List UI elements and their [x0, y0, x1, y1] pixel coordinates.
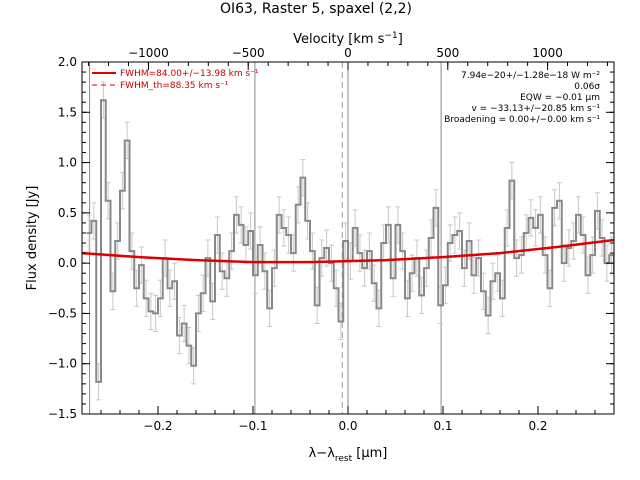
top-axis-label: Velocity [km s−1]: [293, 31, 403, 47]
plot-content: [82, 62, 614, 414]
plot-area: [81, 61, 615, 415]
top-tick-label: 500: [436, 46, 459, 60]
legend: FWHM=84.00+/−13.98 km s⁻¹ FWHM_th=88.35 k…: [92, 69, 259, 91]
y-tick-label: 1.5: [58, 105, 77, 119]
top-tick-label: 0: [344, 46, 352, 60]
x-tick-label: −0.2: [143, 419, 172, 433]
chart-title: OI63, Raster 5, spaxel (2,2): [220, 1, 412, 17]
y-tick-label: 0.0: [58, 256, 77, 270]
y-tick-label: 2.0: [58, 55, 77, 69]
y-tick-label: 0.5: [58, 206, 77, 220]
y-tick-label: −1.5: [48, 407, 77, 421]
fit-curve: [82, 238, 614, 264]
top-tick-label: 1000: [532, 46, 563, 60]
y-tick-label: −1.0: [48, 357, 77, 371]
spectrum-steps: [86, 99, 614, 383]
annotation-line-0: 7.94e−20+/−1.28e−18 W m⁻²: [461, 71, 600, 81]
y-axis-label: Flux density [Jy]: [25, 186, 40, 291]
x-tick-label: 0.2: [528, 419, 547, 433]
annotation-line-2: EQW = −0.01 μm: [520, 93, 600, 103]
top-tick-label: −500: [232, 46, 265, 60]
x-axis-label: λ−λrest [μm]: [309, 446, 388, 464]
y-tick-label: 1.0: [58, 156, 77, 170]
annotation-line-4: Broadening = 0.00+/−0.00 km s⁻¹: [444, 115, 600, 125]
top-tick-label: −1000: [128, 46, 169, 60]
x-tick-label: 0.0: [338, 419, 357, 433]
axis-ticks: −0.2 −0.1 0.0 0.1 0.2 −1000 −500 0 500 1000 −1.5 −1…: [48, 46, 615, 433]
annotation-line-1: 0.06σ: [574, 82, 600, 92]
x-tick-label: 0.1: [433, 419, 452, 433]
legend-label-0: FWHM=84.00+/−13.98 km s⁻¹: [120, 69, 259, 79]
legend-label-1: FWHM_th=88.35 km s⁻¹: [120, 81, 229, 91]
x-tick-label: −0.1: [238, 419, 267, 433]
y-tick-label: −0.5: [48, 306, 77, 320]
annotation-line-3: v = −33.13+/−20.85 km s⁻¹: [471, 104, 600, 114]
